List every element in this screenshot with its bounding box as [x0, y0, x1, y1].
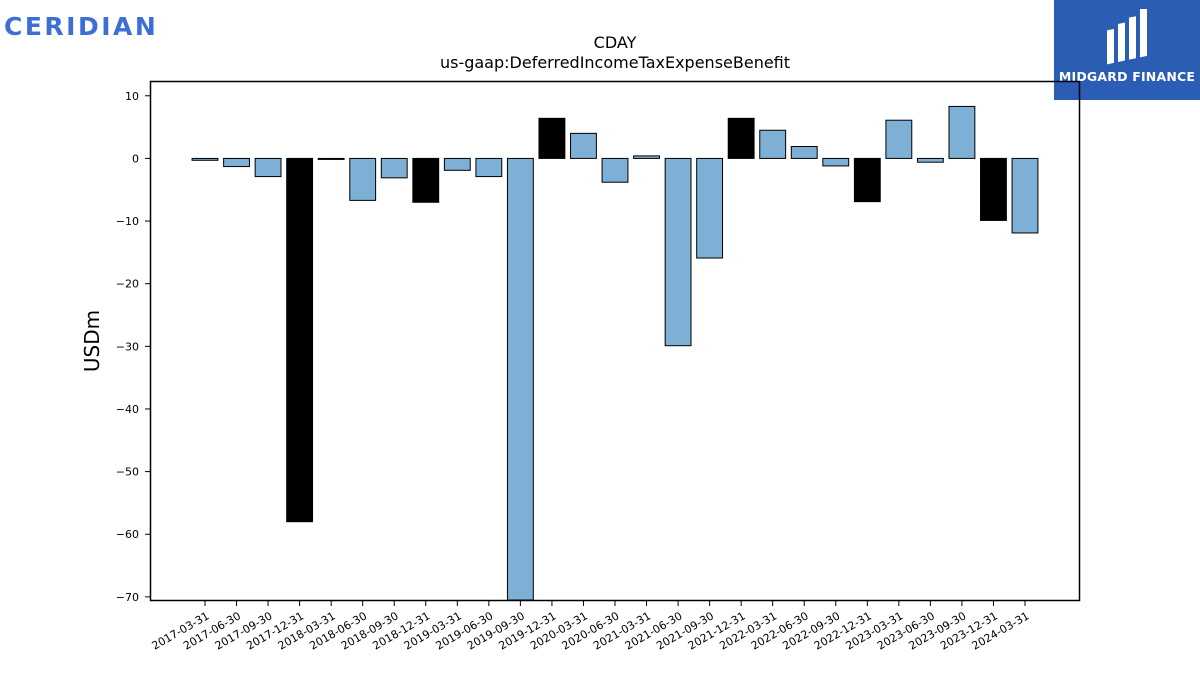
bar-2023-09-30	[948, 105, 976, 159]
bar-2018-03-31	[317, 157, 345, 160]
chart-title: CDAY	[594, 33, 637, 52]
bars-group	[191, 105, 1039, 601]
y-tick-label: 0	[132, 152, 139, 165]
chart-subtitle: us-gaap:DeferredIncomeTaxExpenseBenefit	[440, 53, 790, 72]
y-tick-label: 10	[125, 90, 139, 103]
y-tick-label: −70	[116, 591, 139, 604]
bar-2022-03-31	[759, 129, 787, 159]
bar-2023-03-31	[885, 119, 913, 159]
y-tick-label: −60	[116, 528, 139, 541]
bar-2021-12-31	[727, 117, 755, 159]
bar-2021-09-30	[696, 157, 724, 259]
bar-2018-06-30	[349, 157, 377, 201]
bar-2023-12-31	[980, 157, 1007, 221]
bar-2019-12-31	[538, 117, 566, 159]
bar-2019-06-30	[475, 157, 503, 178]
bar-2022-09-30	[822, 157, 850, 167]
midgard-logo-mark-icon	[1107, 9, 1147, 65]
midgard-finance-logo: MIDGARD FINANCE	[1054, 0, 1200, 100]
midgard-logo-text: MIDGARD FINANCE	[1058, 69, 1196, 84]
bar-2021-06-30	[664, 157, 692, 347]
y-tick-label: −10	[116, 215, 139, 228]
y-tick-label: −20	[116, 278, 139, 291]
bar-2024-03-31	[1011, 157, 1039, 234]
y-axis-ticks: 10 0 −10 −20 −30 −40 −50 −60 −70	[116, 90, 151, 604]
x-axis-ticks: 2017-03-312017-06-302017-09-302017-12-31…	[150, 600, 1032, 653]
bar-2017-09-30	[254, 157, 282, 178]
ceridian-logo: CERIDIAN	[4, 12, 159, 41]
bar-2018-09-30	[380, 157, 408, 179]
bar-2019-09-30	[506, 157, 534, 601]
bar-2018-12-31	[412, 157, 440, 203]
bar-2017-06-30	[223, 157, 250, 168]
bar-2023-06-30	[916, 157, 944, 163]
plot-frame	[149, 80, 1081, 602]
y-tick-label: −50	[116, 466, 139, 479]
y-tick-label: −40	[116, 403, 139, 416]
y-axis-label: USDm	[80, 310, 104, 372]
bar-2020-06-30	[601, 157, 629, 183]
bar-2020-03-31	[570, 132, 597, 159]
bar-2017-12-31	[286, 157, 314, 523]
bar-2017-03-31	[191, 157, 219, 161]
bar-2022-06-30	[790, 146, 818, 159]
bar-2022-12-31	[853, 157, 881, 203]
y-tick-label: −30	[116, 340, 139, 353]
bar-2019-03-31	[443, 157, 471, 171]
bar-2021-03-31	[633, 155, 660, 159]
